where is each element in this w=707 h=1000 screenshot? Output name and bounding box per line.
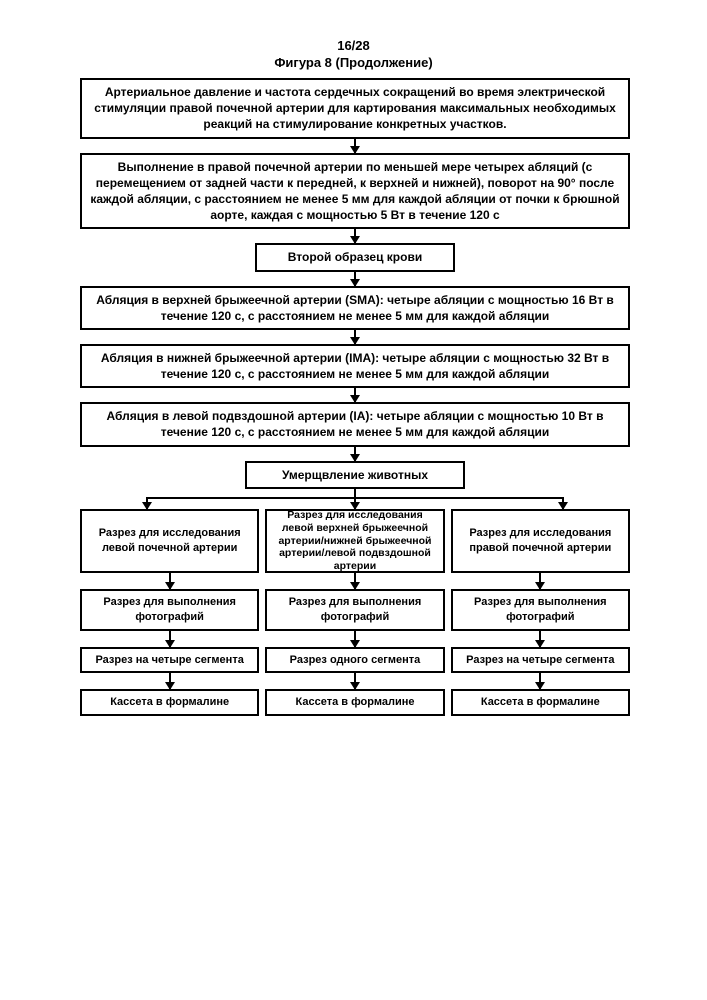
arrow-icon <box>169 573 171 589</box>
box-formalin-left: Кассета в формалине <box>80 689 259 716</box>
box-photo-left: Разрез для выполнения фотографий <box>80 589 259 631</box>
arrow-icon <box>354 631 356 647</box>
arrow-icon <box>539 673 541 689</box>
box-sma-ablation: Абляция в верхней брыжеечной артерии (SM… <box>80 286 630 330</box>
arrow-icon <box>354 229 356 243</box>
arrow-icon <box>354 330 356 344</box>
box-bp-stimulation: Артериальное давление и частота сердечны… <box>80 78 630 139</box>
box-photo-right: Разрез для выполнения фотографий <box>451 589 630 631</box>
row-incision-study: Разрез для исследования левой почечной а… <box>80 509 630 716</box>
box-photo-center: Разрез для выполнения фотографий <box>265 589 444 631</box>
box-formalin-center: Кассета в формалине <box>265 689 444 716</box>
box-formalin-right: Кассета в формалине <box>451 689 630 716</box>
arrow-icon <box>169 673 171 689</box>
arrow-icon <box>169 631 171 647</box>
box-incision-mesenteric: Разрез для исследования левой верхней бр… <box>265 509 444 573</box>
box-incision-left-renal: Разрез для исследования левой почечной а… <box>80 509 259 573</box>
box-incision-right-renal: Разрез для исследования правой почечной … <box>451 509 630 573</box>
arrow-icon <box>354 388 356 402</box>
box-one-segment: Разрез одного сегмента <box>265 647 444 674</box>
box-four-segments-left: Разрез на четыре сегмента <box>80 647 259 674</box>
box-four-segments-right: Разрез на четыре сегмента <box>451 647 630 674</box>
arrow-icon <box>354 573 356 589</box>
page-number: 16/28 <box>0 38 707 55</box>
box-second-blood-sample: Второй образец крови <box>255 243 455 271</box>
arrow-icon <box>354 673 356 689</box>
arrow-icon <box>539 631 541 647</box>
box-ia-ablation: Абляция в левой подвздошной артерии (IA)… <box>80 402 630 446</box>
page-header: 16/28 Фигура 8 (Продолжение) <box>0 0 707 72</box>
arrow-icon <box>354 139 356 153</box>
arrow-icon <box>354 272 356 286</box>
flowchart-container: Артериальное давление и частота сердечны… <box>80 78 630 716</box>
box-euthanasia: Умерщвление животных <box>245 461 465 489</box>
figure-title: Фигура 8 (Продолжение) <box>0 55 707 72</box>
box-right-renal-ablation: Выполнение в правой почечной артерии по … <box>80 153 630 230</box>
arrow-icon <box>539 573 541 589</box>
arrow-icon <box>354 447 356 461</box>
box-ima-ablation: Абляция в нижней брыжеечной артерии (IMA… <box>80 344 630 388</box>
fork-connector <box>80 489 630 509</box>
